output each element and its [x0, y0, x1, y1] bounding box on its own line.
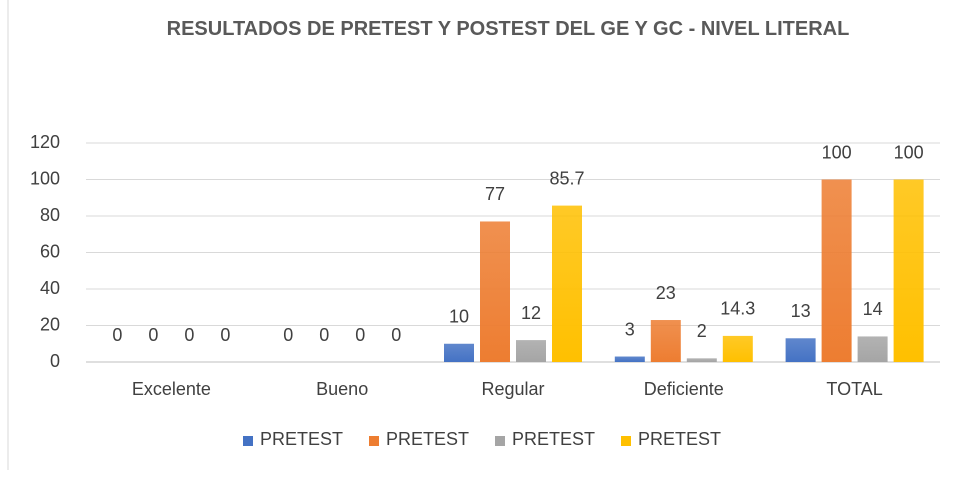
data-label: 100	[822, 142, 852, 162]
y-tick-label: 100	[30, 168, 60, 188]
legend-swatch	[369, 436, 379, 446]
legend-label: PRETEST	[638, 429, 721, 449]
data-label: 0	[112, 325, 122, 345]
data-label: 0	[283, 325, 293, 345]
data-label: 100	[894, 142, 924, 162]
data-label: 10	[449, 307, 469, 327]
data-label: 0	[319, 325, 329, 345]
data-label: 0	[148, 325, 158, 345]
bar	[552, 205, 582, 362]
data-label: 3	[625, 319, 635, 339]
bar	[516, 340, 546, 362]
y-tick-label: 60	[40, 241, 60, 261]
bar	[821, 179, 852, 362]
bar	[480, 221, 510, 362]
x-tick-label: Regular	[481, 379, 544, 399]
data-label: 23	[656, 283, 676, 303]
x-tick-label: Excelente	[132, 379, 211, 399]
bar	[614, 356, 645, 362]
y-tick-label: 20	[40, 314, 60, 334]
legend-label: PRETEST	[512, 429, 595, 449]
x-tick-label: Bueno	[316, 379, 368, 399]
legend-label: PRETEST	[386, 429, 469, 449]
y-tick-label: 40	[40, 278, 60, 298]
data-label: 14.3	[720, 299, 755, 319]
data-label: 13	[791, 301, 811, 321]
data-label: 14	[863, 299, 883, 319]
data-label: 0	[220, 325, 230, 345]
bar	[857, 336, 888, 362]
data-label: 2	[697, 321, 707, 341]
bar	[444, 343, 474, 362]
chart-title: RESULTADOS DE PRETEST Y POSTEST DEL GE Y…	[166, 18, 850, 40]
data-label: 85.7	[549, 168, 584, 188]
y-tick-label: 120	[30, 132, 60, 152]
x-tick-label: Deficiente	[644, 379, 724, 399]
bar	[893, 179, 924, 362]
bar	[686, 358, 717, 362]
legend-swatch	[495, 436, 505, 446]
data-label: 0	[391, 325, 401, 345]
data-label: 0	[184, 325, 194, 345]
data-label: 12	[521, 303, 541, 323]
y-tick-label: 80	[40, 205, 60, 225]
bar	[785, 338, 816, 362]
legend-swatch	[243, 436, 253, 446]
bar	[722, 335, 753, 362]
legend-label: PRETEST	[260, 429, 343, 449]
x-tick-label: TOTAL	[826, 379, 882, 399]
bar	[650, 320, 681, 362]
y-tick-label: 0	[50, 351, 60, 371]
data-label: 77	[485, 184, 505, 204]
legend-swatch	[621, 436, 631, 446]
data-label: 0	[355, 325, 365, 345]
